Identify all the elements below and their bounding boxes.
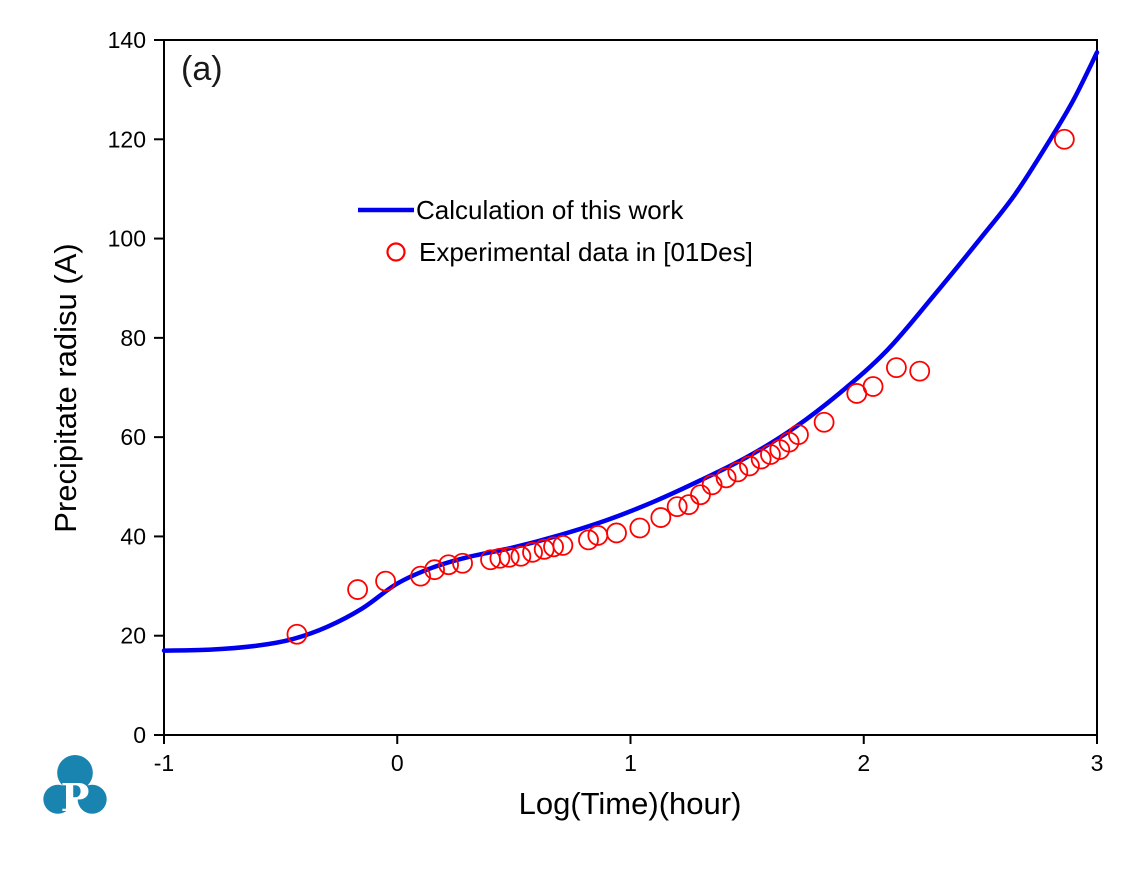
x-tick-label: 3 bbox=[1091, 750, 1104, 776]
legend-circle-sample bbox=[386, 242, 406, 262]
data-point-circle bbox=[788, 424, 809, 446]
data-point-circle bbox=[690, 484, 711, 506]
y-axis-title: Precipitate radisu (A) bbox=[48, 243, 83, 532]
data-point-circle bbox=[347, 579, 368, 600]
legend: Calculation of this work Experimental da… bbox=[358, 195, 753, 267]
x-tick-label: 1 bbox=[624, 750, 637, 776]
logo-trefoil-icon bbox=[43, 755, 107, 814]
data-point-circle bbox=[489, 547, 511, 569]
experimental-points bbox=[286, 128, 1075, 645]
data-point-circle bbox=[739, 455, 760, 477]
data-point-circle bbox=[606, 522, 627, 544]
data-point-circle bbox=[862, 376, 884, 397]
calculation-curve bbox=[161, 50, 1100, 653]
data-point-circle bbox=[286, 623, 308, 645]
plot-frame bbox=[163, 39, 1098, 736]
data-point-circle bbox=[886, 357, 907, 379]
data-point-circle bbox=[727, 461, 749, 483]
y-tick-label: 140 bbox=[108, 27, 146, 53]
data-point-circle bbox=[438, 554, 459, 576]
y-axis: 0 20 40 60 80 100 120 140 bbox=[108, 27, 164, 748]
data-point-circle bbox=[701, 474, 723, 496]
x-tick-label: 2 bbox=[857, 750, 870, 776]
data-point-circle bbox=[629, 517, 651, 539]
data-point-circle bbox=[1053, 128, 1075, 150]
y-tick-label: 120 bbox=[108, 126, 146, 152]
legend-label-experimental: Experimental data in [01Des] bbox=[419, 237, 753, 267]
legend-label-calculation: Calculation of this work bbox=[416, 195, 684, 225]
data-point-circle bbox=[543, 536, 564, 558]
data-point-circle bbox=[813, 411, 835, 433]
data-point-circle bbox=[678, 494, 700, 516]
logo-letter: P bbox=[61, 776, 90, 821]
data-point-circle bbox=[498, 546, 520, 568]
x-tick-label: -1 bbox=[154, 750, 174, 776]
data-point-circle bbox=[650, 507, 672, 528]
data-point-circle bbox=[552, 534, 574, 556]
publisher-logo: P bbox=[43, 755, 107, 821]
x-tick-label: 0 bbox=[391, 750, 404, 776]
data-point-circle bbox=[750, 448, 772, 470]
y-tick-label: 60 bbox=[120, 424, 146, 450]
data-point-circle bbox=[424, 559, 445, 581]
data-point-circle bbox=[666, 496, 688, 518]
y-tick-label: 0 bbox=[133, 722, 146, 748]
data-point-circle bbox=[909, 360, 931, 382]
data-point-circle bbox=[452, 552, 473, 574]
panel-label: (a) bbox=[181, 50, 223, 88]
y-tick-label: 40 bbox=[120, 523, 146, 549]
data-point-circle bbox=[410, 565, 431, 587]
x-axis: -1 0 1 2 3 bbox=[154, 735, 1104, 776]
x-axis-title: Log(Time)(hour) bbox=[519, 786, 742, 821]
y-tick-label: 80 bbox=[120, 325, 146, 351]
data-point-circle bbox=[510, 545, 532, 567]
data-point-circle bbox=[522, 541, 543, 563]
y-tick-label: 100 bbox=[108, 226, 146, 252]
y-tick-label: 20 bbox=[120, 623, 146, 649]
data-point-circle bbox=[375, 570, 396, 592]
data-point-circle bbox=[578, 529, 599, 551]
data-point-circle bbox=[715, 467, 737, 489]
